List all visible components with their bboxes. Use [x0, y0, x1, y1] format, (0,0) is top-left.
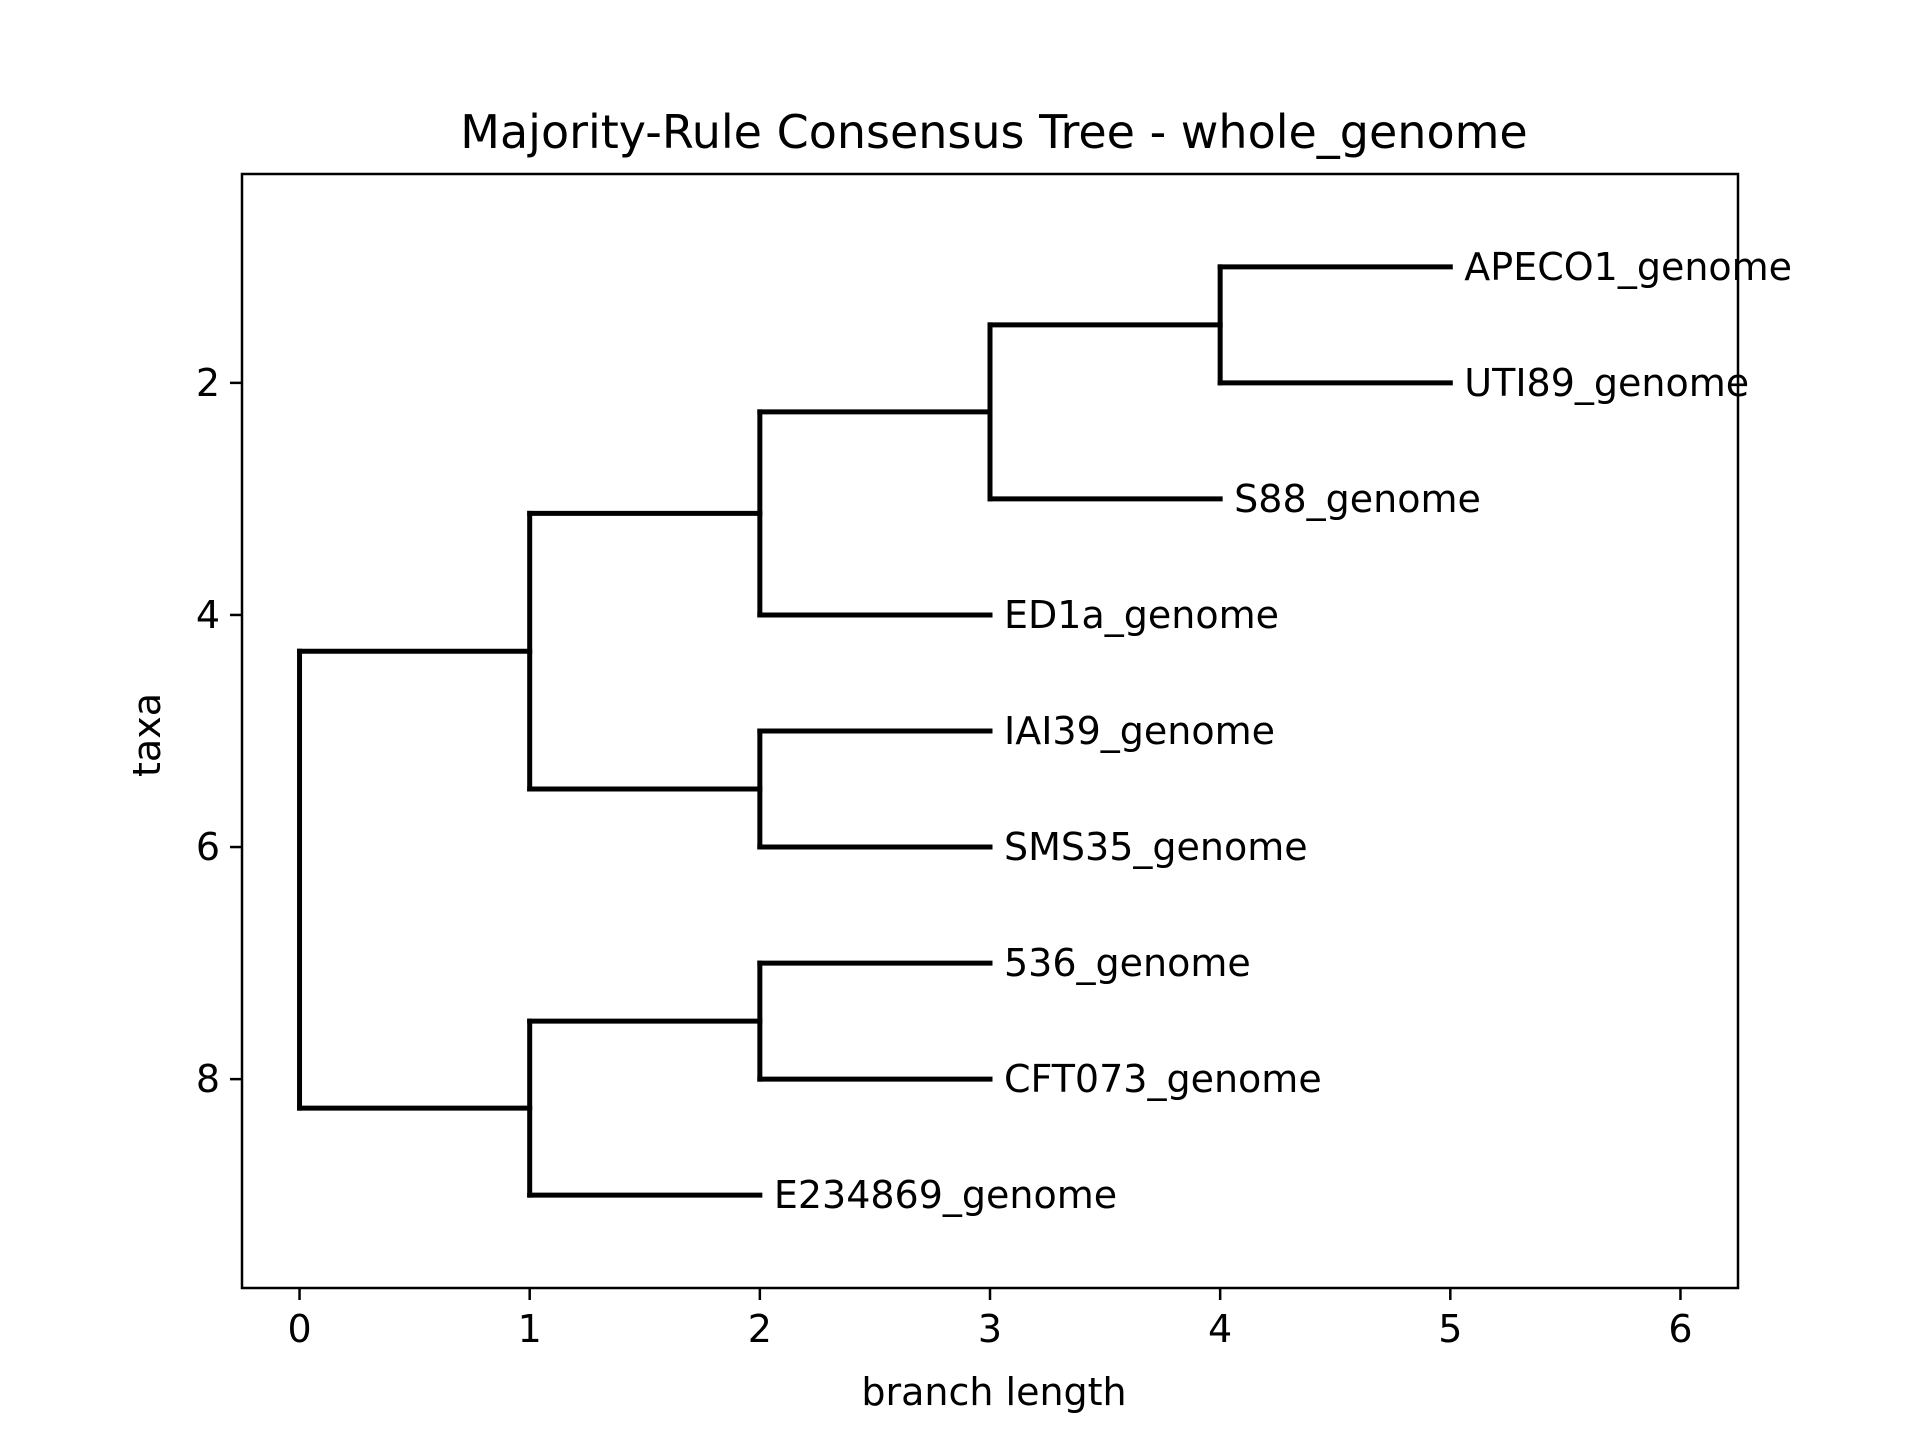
x-tick-label: 5 [1438, 1307, 1462, 1351]
x-tick-label: 2 [748, 1307, 772, 1351]
y-tick-label: 2 [196, 361, 220, 405]
leaf-label: 536_genome [1004, 941, 1251, 985]
leaf-label: SMS35_genome [1004, 825, 1308, 869]
leaf-label: APECO1_genome [1464, 245, 1792, 289]
leaf-label: CFT073_genome [1004, 1057, 1322, 1101]
x-tick-label: 1 [518, 1307, 542, 1351]
x-tick-label: 4 [1208, 1307, 1232, 1351]
leaf-label: E234869_genome [774, 1173, 1117, 1217]
x-tick-label: 0 [287, 1307, 311, 1351]
y-tick-label: 6 [196, 825, 220, 869]
leaf-label: UTI89_genome [1464, 361, 1749, 405]
tree-branches [297, 264, 1453, 1198]
y-tick-label: 8 [196, 1057, 220, 1101]
leaf-label: S88_genome [1234, 477, 1481, 521]
y-axis-label: taxa [125, 693, 169, 777]
leaf-label: ED1a_genome [1004, 593, 1279, 637]
x-axis-label: branch length [861, 1370, 1126, 1414]
chart-title: Majority-Rule Consensus Tree - whole_gen… [460, 105, 1527, 159]
leaf-label: IAI39_genome [1004, 709, 1275, 753]
x-tick-label: 6 [1668, 1307, 1692, 1351]
x-axis-ticks: 0 1 2 3 4 5 6 [287, 1288, 1693, 1351]
x-tick-label: 3 [978, 1307, 1002, 1351]
y-tick-label: 4 [196, 593, 220, 637]
y-axis-ticks: 2 4 6 8 [196, 361, 242, 1101]
plot-frame [240, 172, 1740, 1290]
leaf-labels: APECO1_genome UTI89_genome S88_genome ED1a_… [774, 245, 1792, 1217]
